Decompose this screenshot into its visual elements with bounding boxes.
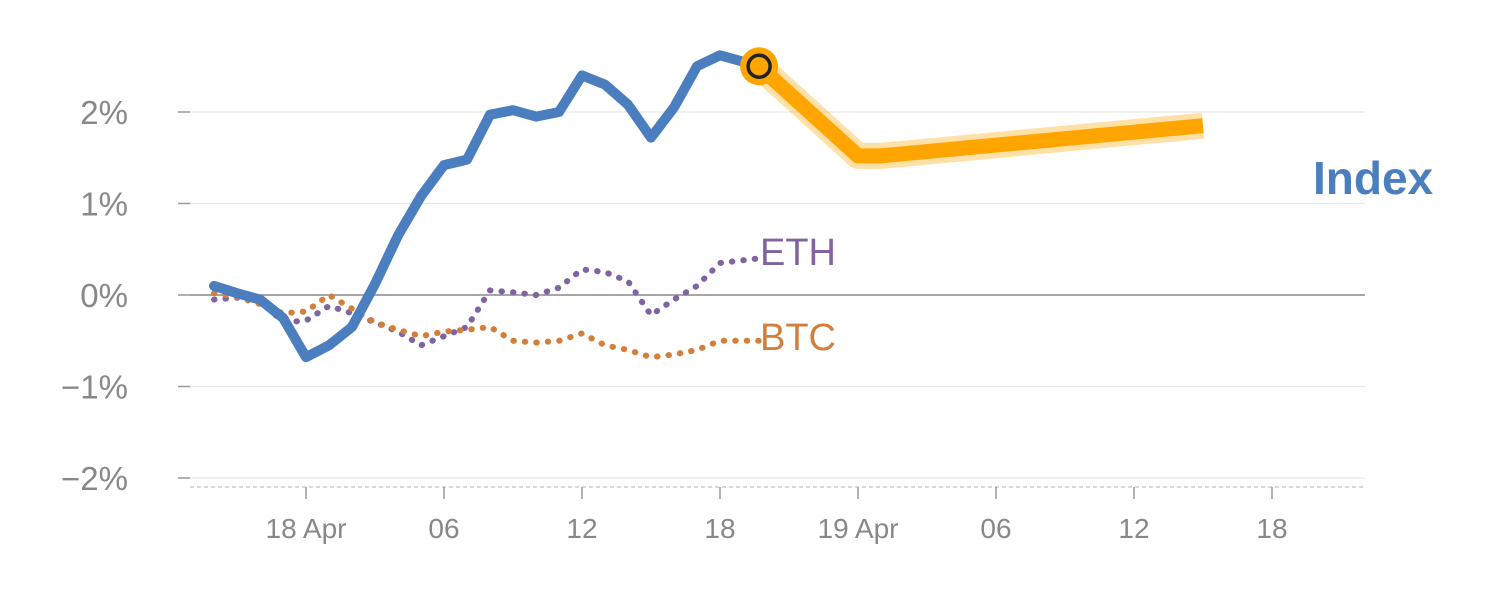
- eth-line: [211, 255, 763, 349]
- y-axis: 2% 1% 0% −1% −2%: [61, 94, 190, 497]
- index-forecast-line: [754, 60, 1204, 164]
- btc-line: [211, 290, 763, 361]
- x-axis: 18 Apr 06 12 18 19 Apr 06 12 18: [190, 486, 1365, 544]
- index-line: [209, 50, 765, 363]
- gridlines: [190, 111, 1365, 479]
- y-tick-label: 2%: [80, 94, 128, 131]
- x-tick-label: 06: [428, 513, 459, 544]
- y-tick-label: −2%: [61, 460, 128, 497]
- eth-label: ETH: [760, 232, 836, 274]
- series-labels: ETH BTC Index: [760, 152, 1434, 359]
- index-label: Index: [1313, 152, 1434, 204]
- series-lines: [209, 50, 1205, 363]
- x-tick-label: 06: [980, 513, 1011, 544]
- y-tick-label: 1%: [80, 186, 128, 223]
- x-tick-label: 18: [1256, 513, 1287, 544]
- x-tick-label: 18 Apr: [266, 513, 347, 544]
- y-tick-label: −1%: [61, 369, 128, 406]
- x-tick-label: 19 Apr: [818, 513, 899, 544]
- x-tick-label: 12: [566, 513, 597, 544]
- marker-dot: [746, 53, 772, 79]
- current-point-marker: [740, 47, 779, 86]
- btc-label: BTC: [760, 317, 836, 359]
- x-tick-label: 12: [1118, 513, 1149, 544]
- y-tick-label: 0%: [80, 277, 128, 314]
- x-tick-label: 18: [704, 513, 735, 544]
